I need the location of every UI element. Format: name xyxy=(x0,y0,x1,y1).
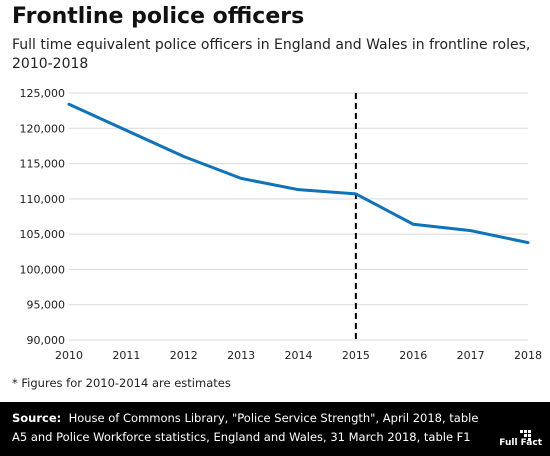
series-layer xyxy=(67,102,530,245)
x-tick-label: 2015 xyxy=(342,349,370,362)
source-prefix: Source: xyxy=(12,411,62,425)
x-tick-labels: 2010 2011 2012 2013 2014 2015 2016 2017 2018 xyxy=(55,349,542,362)
x-tick-label: 2013 xyxy=(227,349,255,362)
x-tick-label: 2018 xyxy=(514,349,542,362)
x-tick-label: 2012 xyxy=(170,349,198,362)
footnote: * Figures for 2010-2014 are estimates xyxy=(12,376,231,390)
y-tick-label: 90,000 xyxy=(27,334,66,347)
y-tick-label: 95,000 xyxy=(27,299,66,312)
logo-text: Full Fact xyxy=(499,438,542,448)
y-tick-label: 105,000 xyxy=(20,228,66,241)
source-footer: Source: House of Commons Library, "Polic… xyxy=(0,402,550,456)
gridlines xyxy=(69,92,528,341)
x-tick-label: 2014 xyxy=(285,349,313,362)
full-fact-logo: Full Fact xyxy=(494,428,542,448)
chart-subtitle: Full time equivalent police officers in … xyxy=(12,37,531,72)
source-text: Source: House of Commons Library, "Polic… xyxy=(12,409,482,447)
x-tick-label: 2017 xyxy=(457,349,485,362)
y-tick-label: 110,000 xyxy=(20,193,66,206)
source-body: House of Commons Library, "Police Servic… xyxy=(12,411,479,444)
x-tick-label: 2011 xyxy=(112,349,140,362)
chart-title: Frontline police officers xyxy=(12,4,305,29)
x-tick-label: 2016 xyxy=(399,349,427,362)
y-tick-label: 120,000 xyxy=(20,122,66,135)
logo-mark-icon xyxy=(520,430,531,441)
y-tick-labels: 90,000 95,000 100,000 105,000 110,000 115,000… xyxy=(20,87,66,347)
line-chart: 90,000 95,000 100,000 105,000 110,000 115,000… xyxy=(20,87,543,362)
x-tick-label: 2010 xyxy=(55,349,83,362)
y-tick-label: 115,000 xyxy=(20,158,66,171)
y-tick-label: 100,000 xyxy=(20,263,66,276)
y-tick-label: 125,000 xyxy=(20,87,66,100)
series-line xyxy=(67,102,530,245)
